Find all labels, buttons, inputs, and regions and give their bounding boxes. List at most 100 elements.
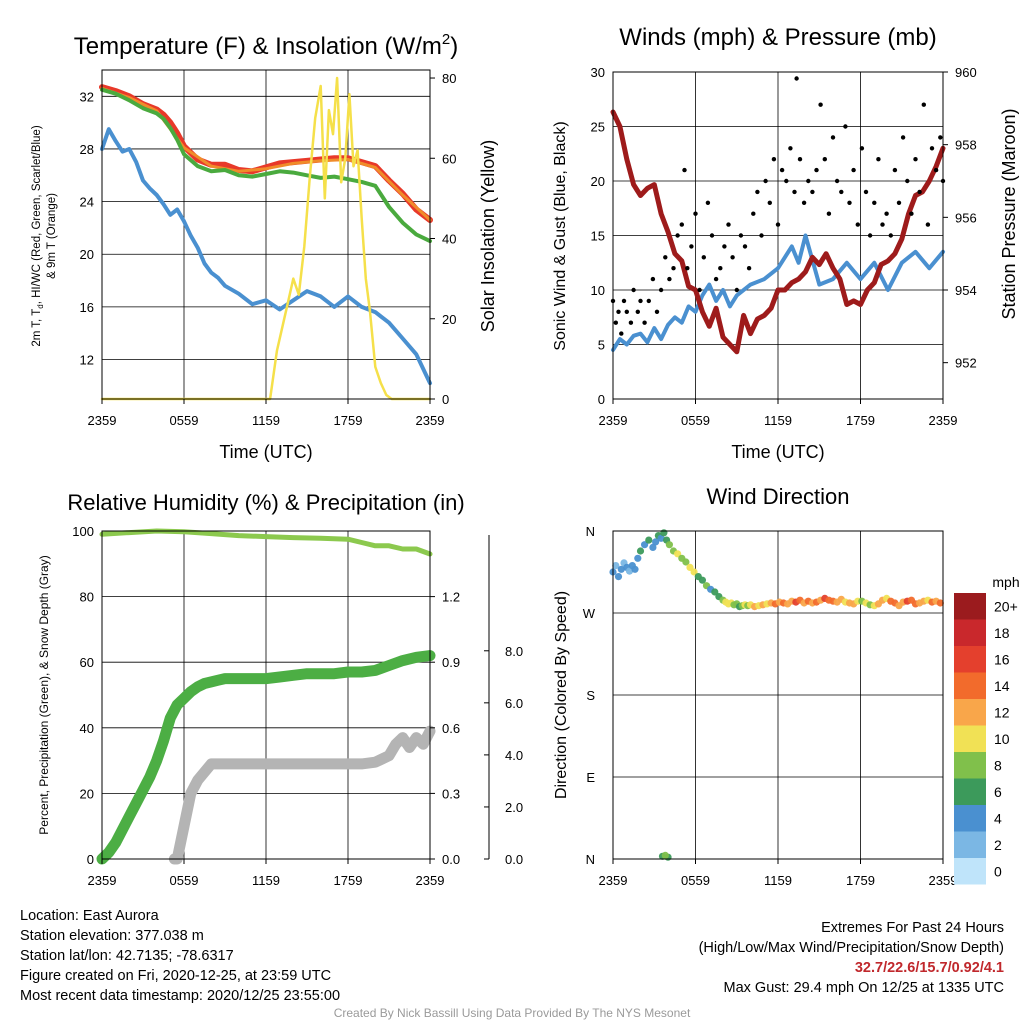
winds-ytick-label: 10: [591, 283, 605, 298]
colorbar-label: 14: [994, 678, 1010, 694]
winds-ytick-label: 15: [591, 229, 605, 244]
colorbar-swatch: [954, 725, 986, 752]
gust-point: [654, 309, 660, 314]
gust-point: [650, 276, 656, 282]
gust-point: [872, 200, 877, 205]
temperature-ytick-label: 12: [80, 353, 94, 368]
direction-point: [652, 538, 660, 546]
colorbar-label: 4: [994, 810, 1002, 826]
precip-ytick-label: 0.0: [442, 852, 460, 867]
station-location: Location: East Aurora: [20, 908, 159, 924]
snow-ytick-label: 4.0: [505, 748, 523, 763]
direction-point: [665, 541, 674, 549]
gust-point: [867, 233, 873, 238]
gust-point: [779, 167, 785, 173]
gust-point: [792, 189, 797, 195]
gust-point: [658, 287, 664, 293]
temperature-ytick-label: 20: [80, 247, 94, 262]
temperature-ytick-label: 16: [80, 300, 94, 315]
precip-ytick-label: 1.2: [442, 590, 460, 605]
temperature-y2label: Solar Insolation (Yellow): [478, 140, 498, 332]
winds-ytick-label: 30: [591, 65, 605, 80]
gust-point: [921, 102, 926, 107]
humidity-ytick-label: 100: [72, 524, 94, 539]
colorbar-swatch: [954, 593, 986, 620]
direction-point: [631, 565, 639, 573]
insolation-line: [100, 76, 432, 401]
gust-point: [624, 309, 629, 314]
colorbar-label: 18: [994, 625, 1010, 641]
colorbar-label: 2: [994, 837, 1002, 853]
gust-point: [826, 211, 832, 216]
gust-point: [616, 309, 621, 314]
insolation-ytick-label: 40: [442, 232, 456, 247]
winds-ytick-label: 0: [598, 392, 605, 407]
speed-colorbar: 20+ 18 16 14 12 10 8 6 4 2 0: [954, 593, 1018, 885]
gust-point: [734, 287, 739, 293]
colorbar-swatch: [954, 699, 986, 726]
temperature-axis-ticks: 2359 0559 1159 1759 2359 12 16 20 24 28 32 0 20 40 60 8…: [80, 71, 457, 428]
direction-point: [634, 554, 642, 562]
direction-point: [657, 534, 665, 542]
gust-point: [635, 309, 640, 314]
dewpoint-line: [100, 87, 432, 244]
gust-point: [925, 222, 931, 227]
humidity-grid: [102, 531, 430, 859]
gust-point: [679, 222, 684, 227]
gust-point: [797, 157, 803, 162]
gust-point: [801, 200, 807, 205]
winds-xtick-label: 0559: [681, 413, 710, 428]
direction-point: [682, 558, 690, 566]
gust-point: [701, 255, 706, 260]
humidity-panel-title: Relative Humidity (%) & Precipitation (i…: [67, 490, 464, 515]
humidity-ytick-label: 40: [80, 721, 94, 736]
temperature-series: [99, 76, 433, 401]
winds-y2label: Station Pressure (Maroon): [999, 108, 1019, 319]
gust-point: [884, 211, 889, 216]
gust-point: [628, 320, 634, 325]
credit-line: Created By Nick Bassill Using Data Provi…: [333, 1006, 691, 1020]
gust-point: [900, 135, 906, 140]
gust-point: [689, 244, 694, 249]
gust-point: [917, 189, 922, 195]
colorbar-swatch: [954, 646, 986, 673]
temperature-xtick-label: 1159: [252, 413, 280, 428]
insolation-ytick-label: 60: [442, 151, 456, 166]
temperature-xlabel: Time (UTC): [219, 442, 312, 462]
gust-point: [880, 222, 885, 227]
direction-point: [686, 563, 694, 572]
gust-point: [818, 102, 823, 107]
gust-point: [929, 146, 935, 151]
winds-xtick-label: 2359: [599, 413, 628, 428]
gust-point: [806, 178, 811, 184]
gust-point: [675, 233, 680, 238]
gust-point: [892, 167, 898, 173]
direction-ylabel: Direction (Colored By Speed): [553, 591, 570, 799]
temperature-xtick-label: 1759: [334, 413, 363, 428]
gust-point: [730, 255, 735, 260]
colorbar-swatch: [954, 805, 986, 832]
gust-point: [671, 266, 676, 271]
humidity-ytick-label: 60: [80, 655, 94, 670]
direction-point: [698, 576, 707, 584]
humidity-xtick-label: 1759: [334, 873, 363, 888]
gust-point: [722, 244, 727, 249]
gust-point: [847, 200, 852, 205]
gust-point: [619, 331, 624, 336]
windchill-line: [100, 127, 432, 386]
gust-point: [851, 167, 856, 173]
humidity-xtick-label: 2359: [88, 873, 117, 888]
gust-point: [693, 211, 698, 216]
direction-point: [625, 567, 634, 575]
pressure-ytick-label: 960: [955, 65, 977, 80]
direction-point: [645, 536, 653, 544]
gust-point: [705, 200, 711, 205]
gust-point: [631, 287, 636, 293]
temperature-9m-line: [100, 86, 432, 222]
station-elevation: Station elevation: 377.038 m: [20, 928, 204, 944]
gust-point: [682, 167, 687, 173]
gust-point: [771, 157, 777, 162]
direction-ytick-label: N: [586, 852, 595, 867]
colorbar-label: 8: [994, 757, 1002, 773]
direction-point: [617, 565, 625, 573]
